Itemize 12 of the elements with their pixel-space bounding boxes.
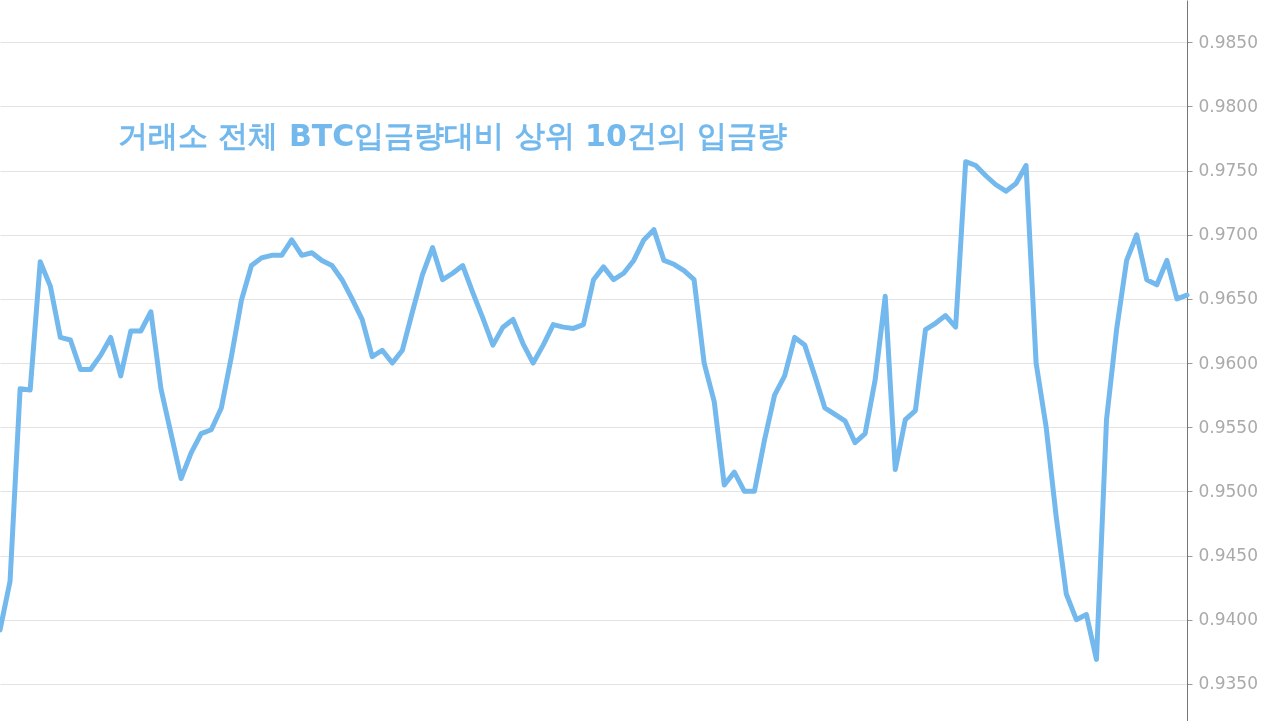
y-tick-label: 0.9500 xyxy=(1198,480,1258,501)
y-tick-label: 0.9750 xyxy=(1198,160,1258,181)
y-tick-label: 0.9400 xyxy=(1198,609,1258,630)
y-tick-label: 0.9550 xyxy=(1198,416,1258,437)
y-tick-label: 0.9600 xyxy=(1198,352,1258,373)
y-tick-label: 0.9450 xyxy=(1198,545,1258,565)
text: 거래소 전체 BTC입금량대비 상위 10건의 입금량 xyxy=(118,118,788,153)
y-tick-label: 0.9800 xyxy=(1198,95,1258,116)
y-tick-label: 0.9850 xyxy=(1198,31,1258,52)
y-tick-label: 0.9650 xyxy=(1198,288,1258,309)
y-tick-label: 0.9700 xyxy=(1198,224,1258,245)
y-tick-label: 0.9350 xyxy=(1198,673,1258,694)
